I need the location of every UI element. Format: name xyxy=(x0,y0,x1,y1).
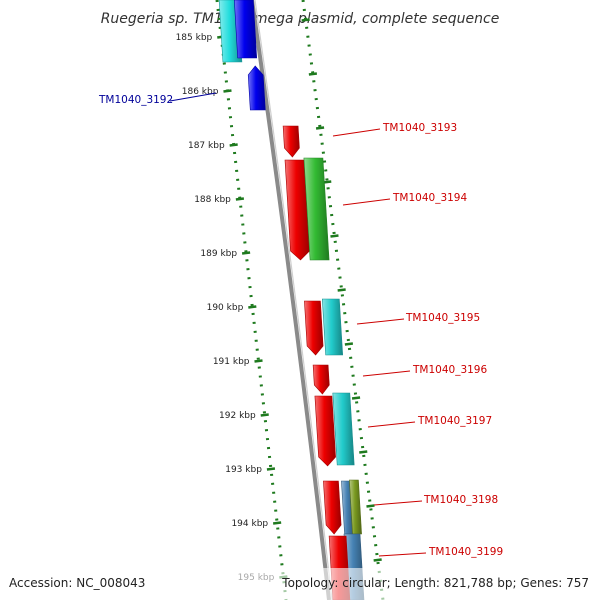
tick-mark xyxy=(229,143,238,147)
inner-dotted-guide xyxy=(215,0,288,600)
footer-backdrop xyxy=(0,568,600,600)
gene-label-tm1040-3192[interactable]: TM1040_3192 xyxy=(98,94,173,106)
backbone-highlight xyxy=(254,0,333,600)
tick-mark xyxy=(223,89,232,93)
gene-features xyxy=(218,0,365,600)
gene-label-tm1040-3194[interactable]: TM1040_3194 xyxy=(392,192,467,204)
cds-blue-top xyxy=(233,0,258,59)
tick-label: 186 kbp xyxy=(182,87,219,97)
cds-tm1040-3193 xyxy=(282,125,300,158)
map-title: Ruegeria sp. TM1040 mega plasmid, comple… xyxy=(101,11,500,27)
outer-tick-mark xyxy=(366,504,375,508)
tick-mark xyxy=(260,413,269,417)
tick-mark xyxy=(241,251,251,255)
leader-line xyxy=(373,500,423,506)
tick-mark xyxy=(248,305,257,309)
leader-line xyxy=(332,128,381,137)
tick-label: 188 kbp xyxy=(194,195,231,205)
gene-label-tm1040-3195[interactable]: TM1040_3195 xyxy=(405,312,480,324)
outer-dotted-guide xyxy=(301,0,385,600)
tick-mark xyxy=(272,521,282,525)
leader-line xyxy=(378,552,427,557)
outer-tick-mark xyxy=(308,72,318,76)
gene-label-tm1040-3199[interactable]: TM1040_3199 xyxy=(428,546,503,558)
tick-mark xyxy=(235,197,245,201)
tick-label: 190 kbp xyxy=(207,303,244,313)
leader-line xyxy=(367,421,416,428)
outer-tick-mark xyxy=(337,288,346,292)
cds-tm1040-3192 xyxy=(247,65,266,111)
cds-olive-3198 xyxy=(349,479,362,535)
dotted-guides xyxy=(215,0,385,600)
gene-labels: TM1040_3192 TM1040_3193 TM1040_3194 TM1040_… xyxy=(98,92,503,558)
tick-mark xyxy=(254,359,263,363)
outer-tick-mark xyxy=(351,396,361,400)
tick-label: 185 kbp xyxy=(176,33,213,43)
cds-cyan-3197 xyxy=(332,392,355,466)
outer-tick-mark xyxy=(301,18,310,22)
cds-tm1040-3198 xyxy=(323,480,342,535)
tick-label: 191 kbp xyxy=(213,357,250,367)
tick-mark xyxy=(266,467,276,471)
tick-label: 192 kbp xyxy=(219,411,256,421)
outer-tick-mark xyxy=(330,234,339,238)
tick-label: 193 kbp xyxy=(225,465,262,475)
gene-label-tm1040-3197[interactable]: TM1040_3197 xyxy=(417,415,492,427)
cds-tm1040-3194 xyxy=(284,159,310,261)
cds-cyan-3195 xyxy=(321,298,344,356)
tick-label: 189 kbp xyxy=(200,249,237,259)
tick-label: 194 kbp xyxy=(231,519,268,529)
outer-tick-mark xyxy=(344,342,354,346)
leader-line xyxy=(356,318,405,325)
leader-line xyxy=(362,370,411,377)
cds-tm1040-3197 xyxy=(314,395,336,467)
gene-label-tm1040-3198[interactable]: TM1040_3198 xyxy=(423,494,498,506)
outer-tick-mark xyxy=(315,126,325,130)
outer-tick-mark xyxy=(359,450,368,454)
gene-label-tm1040-3196[interactable]: TM1040_3196 xyxy=(412,364,487,376)
accession-text: Accession: NC_008043 xyxy=(9,576,145,590)
gene-label-tm1040-3193[interactable]: TM1040_3193 xyxy=(382,122,457,134)
tick-label: 187 kbp xyxy=(188,141,225,151)
leader-line xyxy=(169,92,217,102)
cds-green-3194 xyxy=(303,157,330,261)
outer-tick-mark xyxy=(373,558,382,562)
cds-tm1040-3195 xyxy=(304,300,324,356)
topology-text: Topology: circular; Length: 821,788 bp; … xyxy=(281,576,589,590)
leader-line xyxy=(342,198,391,206)
cds-tm1040-3196 xyxy=(312,364,330,395)
